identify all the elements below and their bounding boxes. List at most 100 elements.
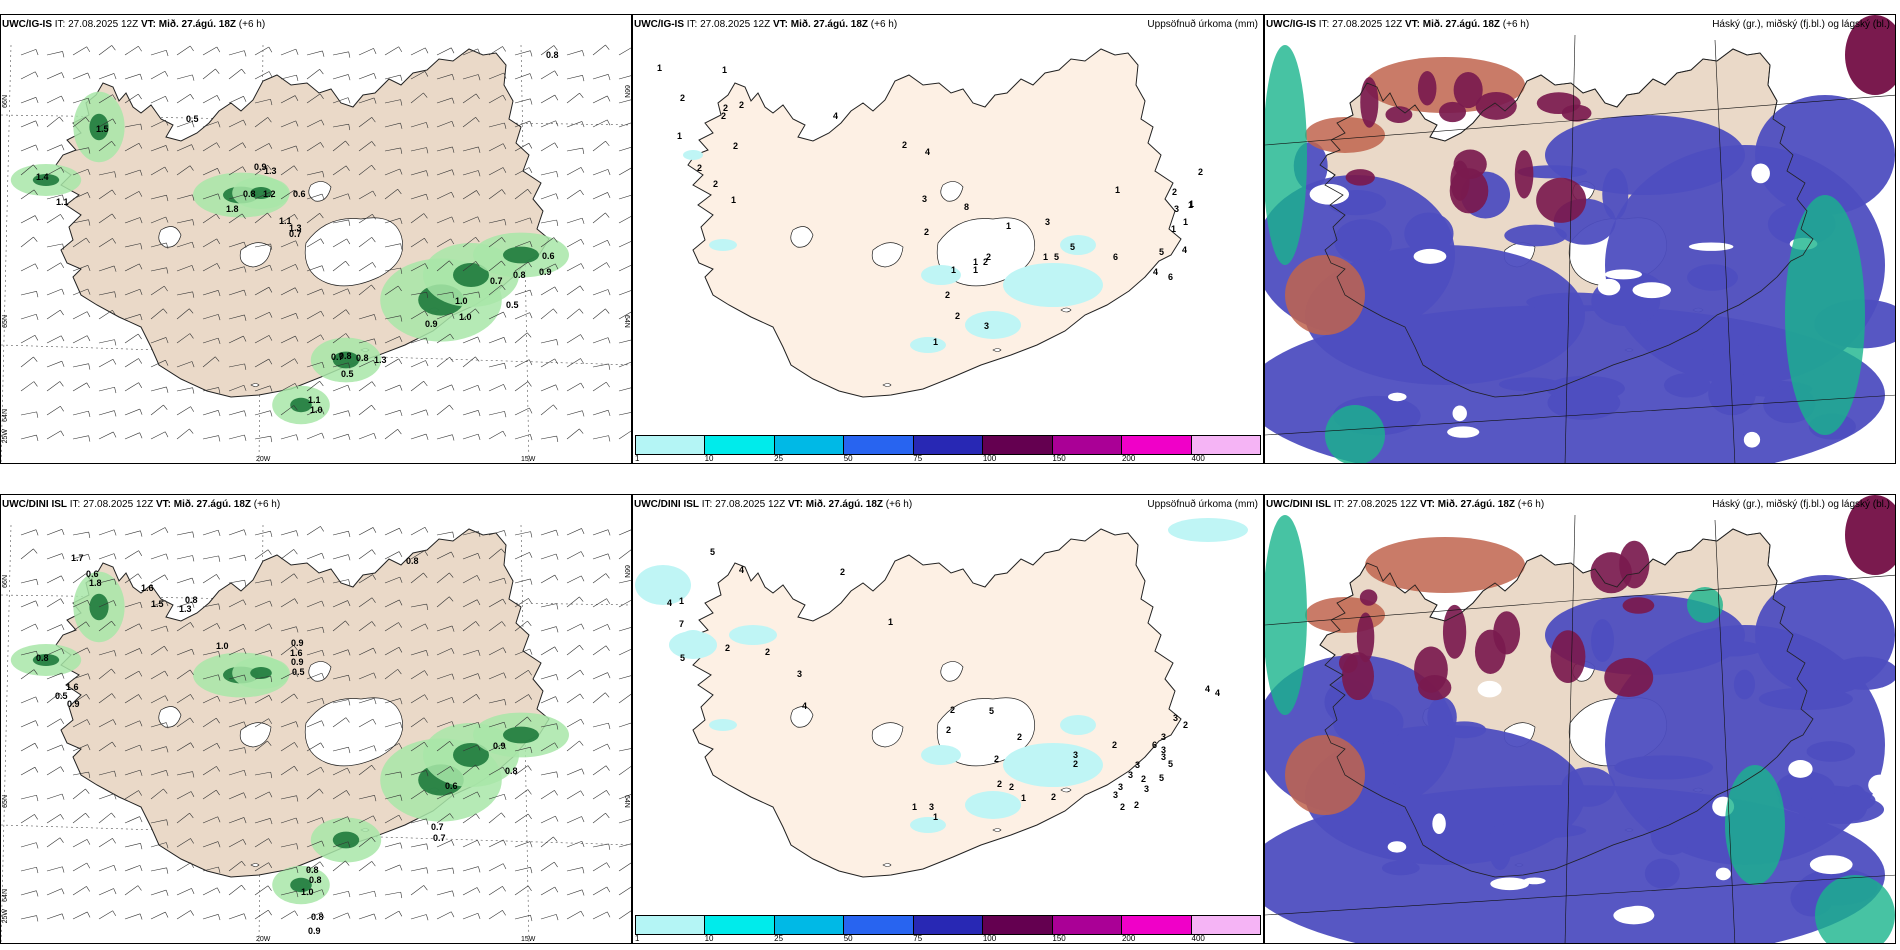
value-label: 0.9 (493, 741, 506, 751)
value-label: 1.1 (56, 197, 69, 207)
clear-sky (1868, 774, 1891, 796)
mid-cloud-area (1619, 540, 1650, 589)
colorbar-tick: 10 (704, 934, 714, 943)
lake (250, 863, 260, 867)
value-label: 3 (1161, 745, 1166, 755)
value-label: 4 (1182, 245, 1187, 255)
grid-line (1265, 574, 1895, 626)
model-name: UWC/DINI ISL (634, 499, 699, 510)
value-label: 0.6 (86, 569, 99, 579)
low-cloud-area (1487, 822, 1587, 839)
value-label: 0.5 (506, 300, 519, 310)
precip-core (32, 174, 60, 186)
high-cloud-area (1265, 45, 1307, 265)
colorbar-ticks: 1 10 25 50 75 100 150 200 400 (635, 454, 1261, 463)
precip-area (921, 265, 961, 285)
value-label: 4 (833, 111, 838, 121)
clear-sky (1432, 813, 1446, 835)
init-time-label: IT: (1318, 19, 1330, 30)
lake (882, 383, 892, 387)
precip-area (1003, 743, 1103, 787)
panel-title: Uppsöfnuð úrkoma (mm) (1147, 19, 1258, 30)
mid-cloud-area (1604, 657, 1654, 698)
low-cloud-area (1797, 794, 1885, 824)
init-time: 27.08.2025 12Z (1347, 499, 1418, 510)
colorbar-segment (1122, 916, 1192, 934)
coastline (1319, 528, 1814, 878)
valid-time: Mið. 27.ágú. 18Z (790, 19, 868, 30)
lake (882, 863, 892, 867)
low-cloud-area (1504, 224, 1567, 247)
value-label: 4 (1205, 684, 1210, 694)
value-label: 0.8 (311, 912, 324, 922)
value-label: 2 (739, 100, 744, 110)
mid-cloud-area (1360, 77, 1379, 128)
low-cloud-area (1545, 115, 1745, 195)
value-label: 1.2 (263, 189, 276, 199)
model-name: UWC/IG-IS (2, 19, 52, 30)
value-label: 1.0 (310, 405, 323, 415)
lon-label: 15W (521, 456, 536, 463)
clear-sky (1413, 248, 1447, 264)
colorbar-segment (983, 436, 1053, 454)
low-cloud-area (1708, 371, 1756, 416)
value-label: 2 (986, 252, 991, 262)
value-label: 0.9 (254, 162, 267, 172)
init-time-label: IT: (1333, 499, 1345, 510)
value-label: 0.8 (356, 353, 369, 363)
precip-core (32, 654, 60, 666)
value-label: 0.8 (505, 766, 518, 776)
value-label: 0.6 (542, 251, 555, 261)
low-cloud-area (1758, 687, 1853, 711)
value-label: 1.7 (71, 553, 84, 563)
colorbar-tick: 400 (1191, 934, 1205, 943)
clear-sky (1809, 855, 1853, 875)
init-time-label: IT: (69, 499, 81, 510)
grid-line (1714, 519, 1736, 943)
value-label: 0.6 (445, 781, 458, 791)
init-time: 27.08.2025 12Z (715, 499, 786, 510)
glacier (239, 722, 272, 748)
valid-time-label: VT: (140, 19, 156, 30)
wind-precip-map-igis: 1.5 0.5 1.4 1.1 0.9 1.3 0.6 1.8 0.8 1.2 1.1 1.3 0.7 0… (0, 14, 632, 464)
value-label: 3 (1118, 782, 1123, 792)
lead-time: (+6 h) (885, 499, 913, 510)
value-label: 2 (1112, 740, 1117, 750)
colorbar-segment (1122, 436, 1192, 454)
value-label: 1.6 (66, 682, 79, 692)
mid-cloud-area (1514, 150, 1534, 199)
glacier (871, 242, 904, 268)
value-label: 3 (1161, 732, 1166, 742)
value-label: 7 (679, 619, 684, 629)
value-label: 1 (1189, 199, 1194, 209)
colorbar-segment (913, 436, 984, 454)
low-cloud-area (1517, 165, 1588, 179)
value-label: 0.5 (186, 114, 199, 124)
clear-sky (1490, 877, 1530, 891)
lead-time: (+6 h) (1502, 19, 1530, 30)
value-label: 5 (1159, 247, 1164, 257)
precip-area (709, 719, 737, 731)
clear-sky (1597, 278, 1621, 296)
iceland-landmass (687, 48, 1182, 398)
value-label: 0.8 (513, 270, 526, 280)
clear-sky (1387, 841, 1407, 853)
value-label: 1 (1021, 793, 1026, 803)
valid-time-label: VT: (1419, 499, 1435, 510)
value-label: 5 (710, 547, 715, 557)
value-label: 2 (1134, 800, 1139, 810)
colorbar-tick: 50 (843, 454, 853, 463)
colorbar-tick: 200 (1121, 454, 1136, 463)
colorbar-tick: 25 (774, 934, 784, 943)
colorbar-segment (844, 916, 914, 934)
value-label: 2 (1183, 720, 1188, 730)
glacier (790, 706, 814, 728)
longitude-line (1, 524, 12, 943)
clear-sky (1452, 405, 1467, 422)
value-label: 0.9 (291, 657, 304, 667)
model-name: UWC/IG-IS (1266, 19, 1316, 30)
cloud-cover-map-dini: UWC/DINI ISL IT: 27.08.2025 12Z VT: Mið.… (1264, 494, 1896, 944)
high-cloud-area (1325, 405, 1385, 463)
mid-cloud-area (1414, 646, 1448, 693)
